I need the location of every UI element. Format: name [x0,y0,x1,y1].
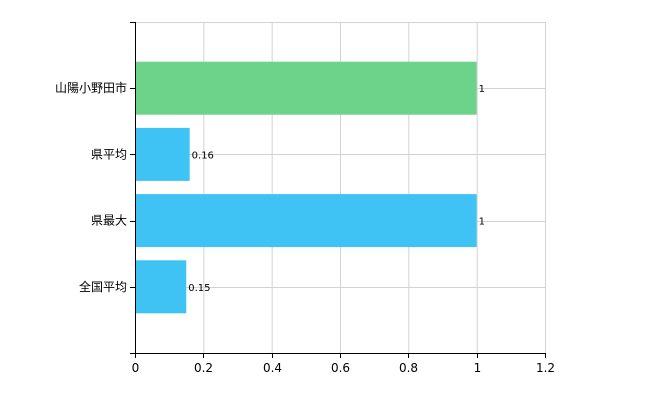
data-label: 1 [479,84,485,95]
bars [135,61,477,314]
category-label: 全国平均 [79,279,127,294]
labels: 1 山陽小野田市 0.16 県平均 1 県最大 0.15 全国平均 0 0.2 0.4 0.6 0.8 1… [55,80,555,375]
x-tick-label: 1.2 [536,361,555,375]
axes [130,22,546,358]
category-label: 県平均 [91,147,127,161]
x-tick-label: 0.2 [194,361,213,375]
bar [135,194,477,248]
category-label: 山陽小野田市 [55,80,127,95]
bar [135,61,477,115]
data-label: 0.15 [188,283,210,294]
category-label: 県最大 [91,214,127,228]
data-label: 0.16 [192,150,214,161]
x-tick-label: 0.4 [263,361,282,375]
x-tick-label: 1 [474,361,482,375]
x-tick-label: 0.8 [399,361,418,375]
bar [135,127,190,181]
x-tick-label: 0 [132,361,140,375]
x-tick-label: 0.6 [331,361,350,375]
bar [135,260,187,314]
data-label: 1 [479,217,485,228]
